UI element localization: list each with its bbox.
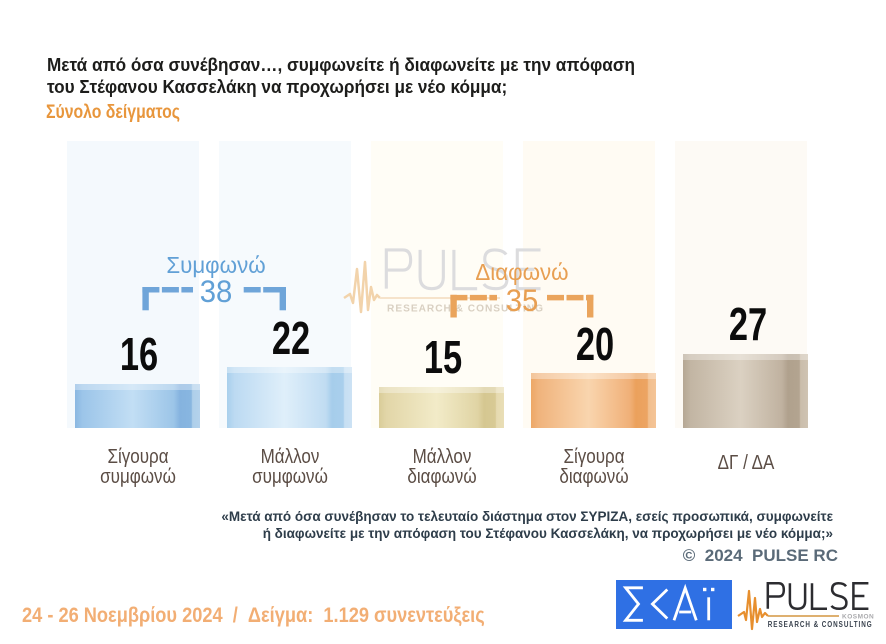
svg-text:RESEARCH & CONSULTING: RESEARCH & CONSULTING <box>768 620 873 629</box>
svg-text:KOSMON: KOSMON <box>842 613 874 620</box>
svg-text:RESEARCH & CONSULTING: RESEARCH & CONSULTING <box>387 304 544 315</box>
